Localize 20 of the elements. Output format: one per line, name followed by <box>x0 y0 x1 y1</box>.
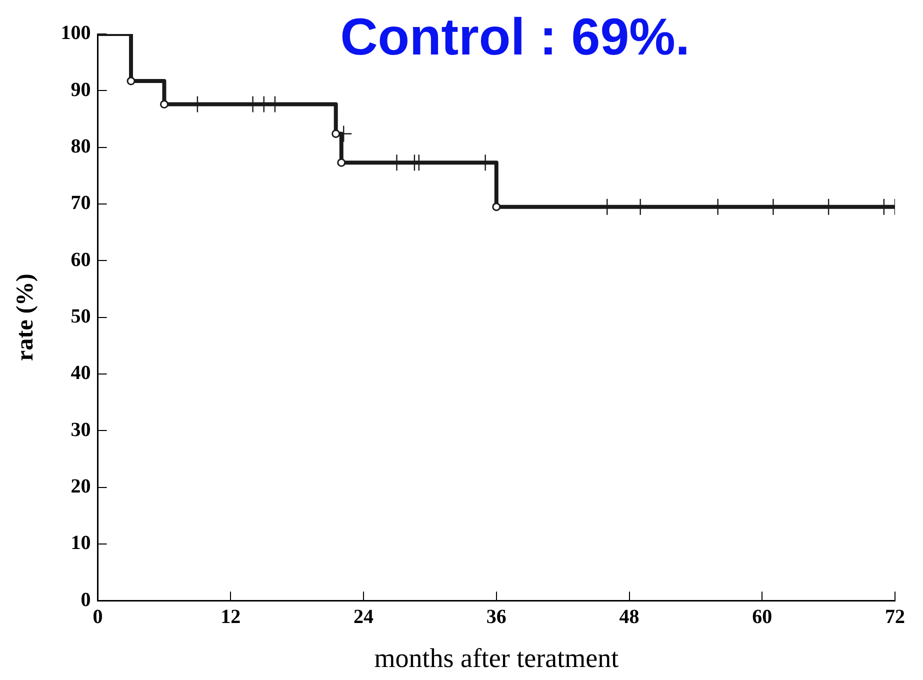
x-tick-label: 72 <box>885 606 905 628</box>
y-tick-label: 80 <box>70 135 91 158</box>
y-tick-label: 50 <box>70 305 91 328</box>
y-tick-label: 90 <box>70 78 91 101</box>
y-tick-label: 20 <box>70 475 91 498</box>
chart-title: Control : 69%. <box>340 8 690 66</box>
x-axis-title: months after teratment <box>374 642 620 673</box>
y-tick-label: 60 <box>70 248 91 271</box>
y-tick-label: 30 <box>70 418 91 441</box>
y-tick-label: 40 <box>70 362 91 384</box>
y-tick-label: 100 <box>60 22 91 44</box>
x-tick-label: 60 <box>752 606 772 628</box>
y-tick-label: 70 <box>70 192 91 214</box>
y-tick-label: 10 <box>70 532 91 554</box>
x-tick-label: 12 <box>220 606 241 628</box>
x-tick-label: 24 <box>354 606 374 628</box>
y-axis-title: rate (%) <box>12 274 39 361</box>
x-tick-label: 36 <box>486 606 506 628</box>
x-tick-label: 48 <box>619 606 640 628</box>
y-tick-label: 0 <box>80 588 91 611</box>
